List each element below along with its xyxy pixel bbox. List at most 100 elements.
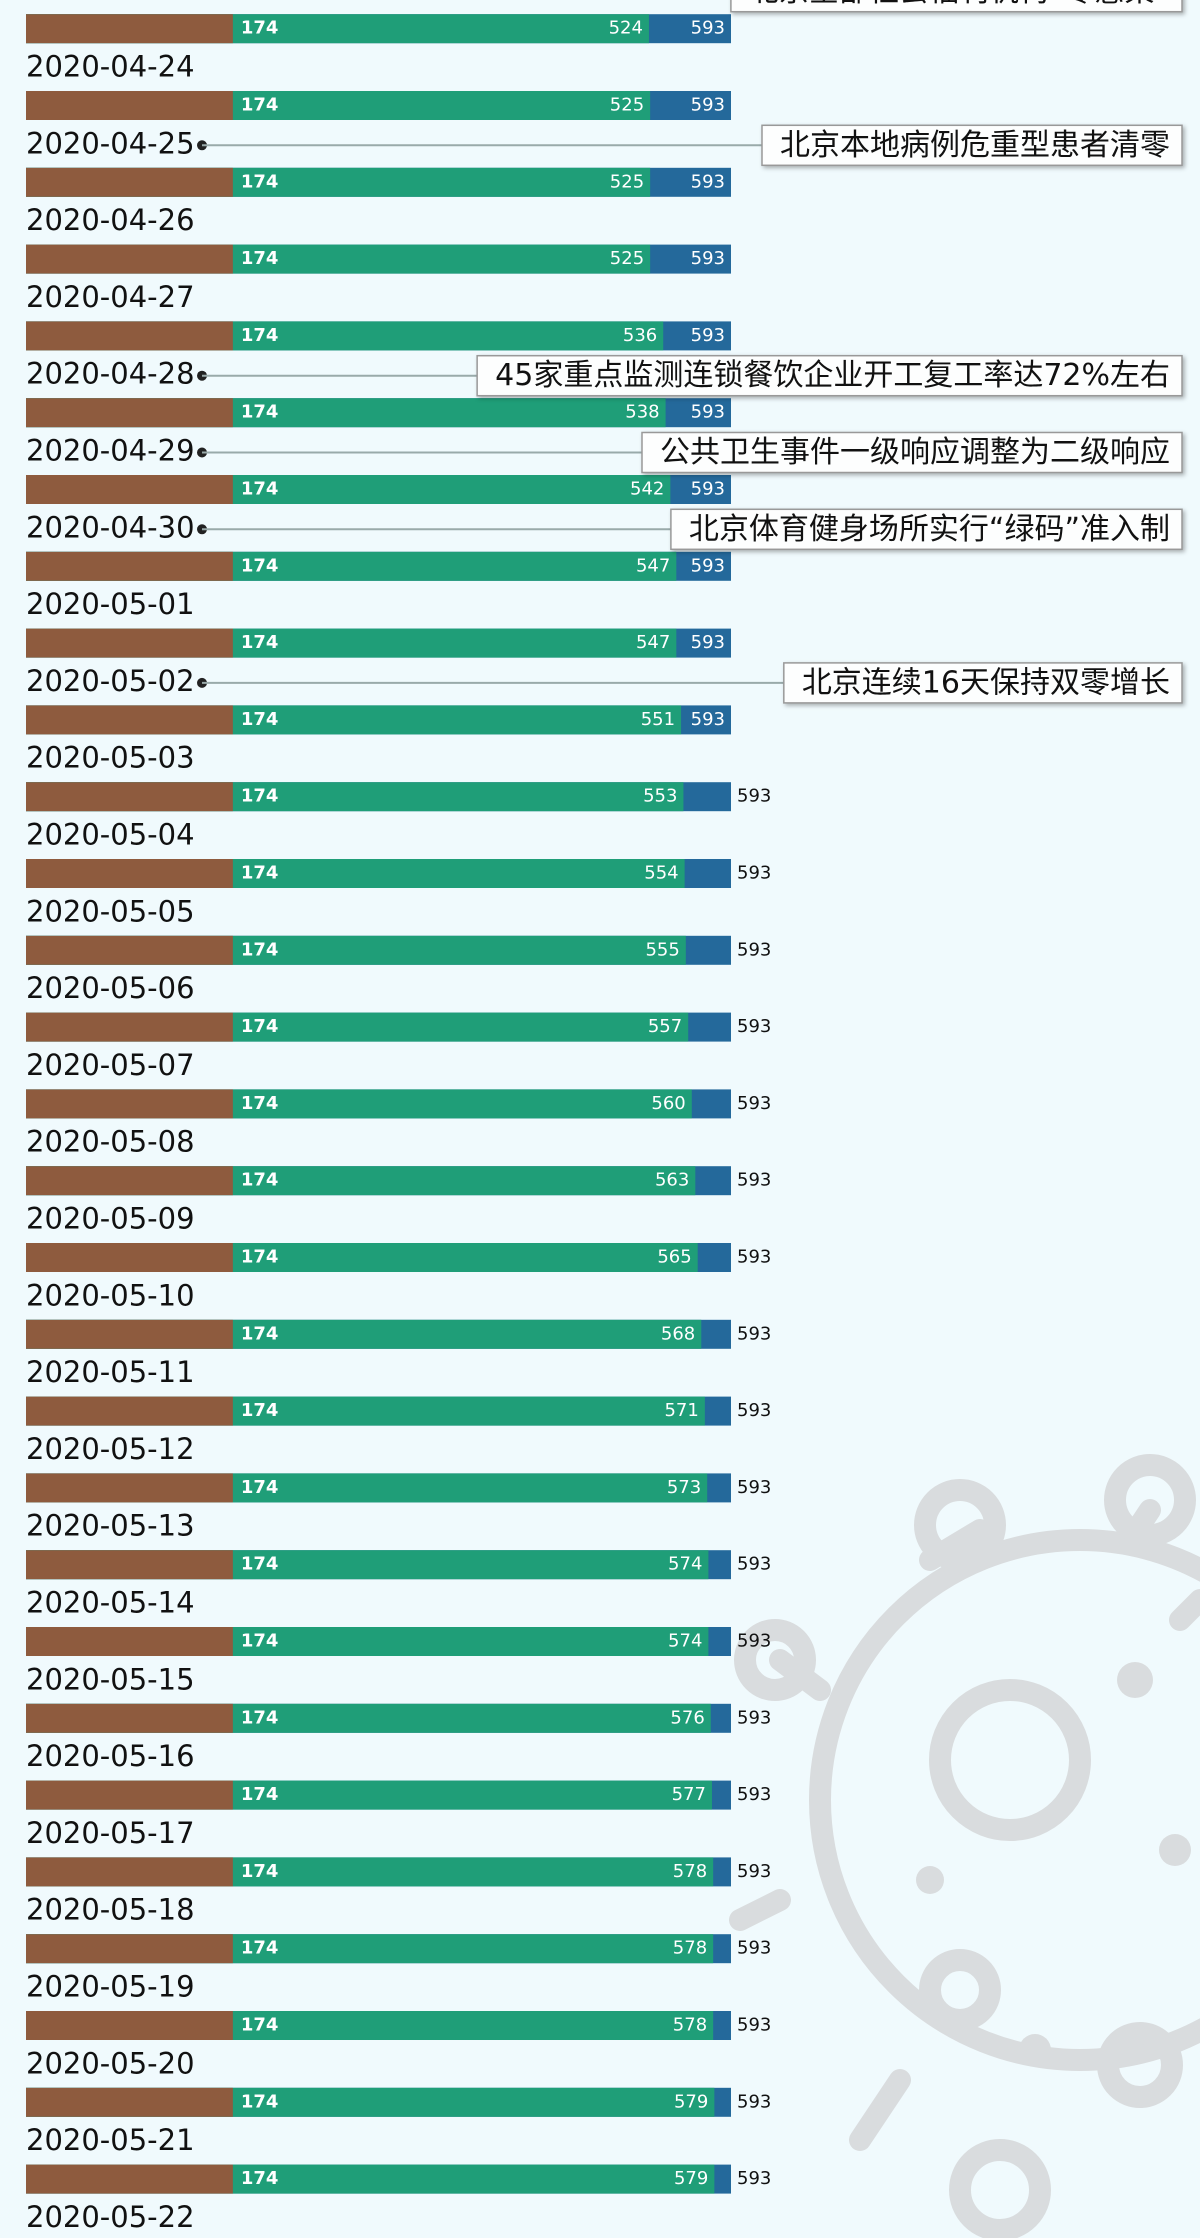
annotation-box [476,354,1183,397]
value-label: 174 [241,2091,279,2112]
annotation-box [783,662,1183,704]
bar-segment [26,244,233,274]
value-label: 593 [737,1784,771,1805]
value-label: 554 [644,863,678,884]
value-label: 174 [241,863,279,884]
value-label: 174 [241,1247,279,1268]
annotation-box [761,124,1183,167]
annotation-box [641,431,1183,474]
value-label: 174 [241,1093,279,1114]
date-label: 2020-04-26 [26,203,195,237]
bar-segment [26,167,233,197]
value-label: 174 [241,1707,279,1728]
bar-segment [26,2011,233,2040]
date-label: 2020-05-10 [26,1278,195,1312]
value-label: 577 [672,1784,706,1805]
value-label: 174 [241,2168,279,2189]
value-label: 174 [241,1938,279,1959]
bar-segment [26,705,233,735]
value-label: 593 [691,709,725,730]
value-label: 578 [673,2015,707,2036]
date-label: 2020-05-07 [26,1048,195,1082]
value-label: 593 [737,1861,771,1882]
value-label: 571 [664,1400,698,1421]
value-label: 174 [241,479,279,500]
annotation-box [670,508,1183,551]
value-label: 174 [241,939,279,960]
date-label: 2020-05-12 [26,1432,195,1466]
bar-segment [26,935,233,965]
value-label: 574 [668,1631,702,1652]
value-label: 525 [610,248,644,269]
date-label: 2020-05-15 [26,1662,195,1696]
date-label: 2020-04-30 [26,510,195,544]
date-label: 2020-05-02 [26,664,195,698]
virus-watermark [729,1454,1200,2238]
date-label: 2020-05-06 [26,971,195,1005]
date-label: 2020-04-24 [26,50,195,84]
annotation-text: 北京全部社会福利机构“零感染” [749,0,1170,9]
bar-segment [26,1550,233,1580]
value-label: 174 [241,248,279,269]
bar-segment [26,321,233,351]
value-label: 578 [673,1861,707,1882]
value-label: 576 [670,1707,704,1728]
value-label: 593 [691,632,725,653]
value-label: 593 [737,2168,771,2189]
bar-segment [26,1089,233,1119]
annotation-text: 公共卫生事件一级响应调整为二级响应 [660,435,1170,470]
value-label: 174 [241,1400,279,1421]
value-label: 551 [641,709,675,730]
value-label: 174 [241,632,279,653]
virus-dots [916,1662,1191,2066]
date-label: 2020-05-22 [26,2200,195,2234]
value-label: 536 [623,325,657,346]
bar-segment [26,859,233,888]
annotation-text: 北京体育健身场所实行“绿码”准入制 [689,512,1170,547]
value-label: 174 [241,402,279,423]
value-label: 593 [737,1631,771,1652]
value-label: 593 [737,2091,771,2112]
date-label: 2020-05-05 [26,894,195,928]
date-label: 2020-04-28 [26,357,195,391]
date-label: 2020-04-27 [26,280,195,314]
value-label: 174 [241,709,279,730]
date-label: 2020-05-11 [26,1355,195,1389]
date-label: 2020-05-03 [26,741,195,775]
date-label: 2020-05-20 [26,2046,195,2080]
value-label: 593 [737,1938,771,1959]
date-label: 2020-05-19 [26,1970,195,2004]
value-label: 593 [737,1707,771,1728]
value-label: 593 [737,1400,771,1421]
value-label: 593 [691,18,725,39]
value-label: 593 [737,1016,771,1037]
date-label: 2020-05-01 [26,587,195,621]
date-label: 2020-04-25 [26,126,195,160]
date-label: 2020-05-13 [26,1509,195,1543]
bar-segment [26,1627,233,1656]
value-label: 593 [691,555,725,576]
bar-segment [26,1857,233,1887]
value-label: 573 [667,1477,701,1498]
value-label: 547 [636,632,670,653]
bar-segment [26,1703,233,1733]
bar-segment [26,1934,233,1964]
bars: 2020-04-23 174 524 593 2020-04-24 174 525 593 20… [26,0,1183,2234]
date-label: 2020-05-18 [26,1893,195,1927]
bar-segment [26,1243,233,1272]
value-label: 593 [737,1093,771,1114]
annotation-text: 北京连续16天保持双零增长 [802,665,1170,700]
value-label: 525 [610,171,644,192]
value-label: 563 [655,1170,689,1191]
value-label: 174 [241,786,279,807]
bar-segment [26,1780,233,1810]
bar-segment [26,2164,233,2194]
value-label: 174 [241,1477,279,1498]
value-label: 593 [737,1323,771,1344]
value-label: 557 [648,1016,682,1037]
bar-segment [26,1396,233,1426]
value-label: 579 [674,2091,708,2112]
value-label: 593 [737,1247,771,1268]
